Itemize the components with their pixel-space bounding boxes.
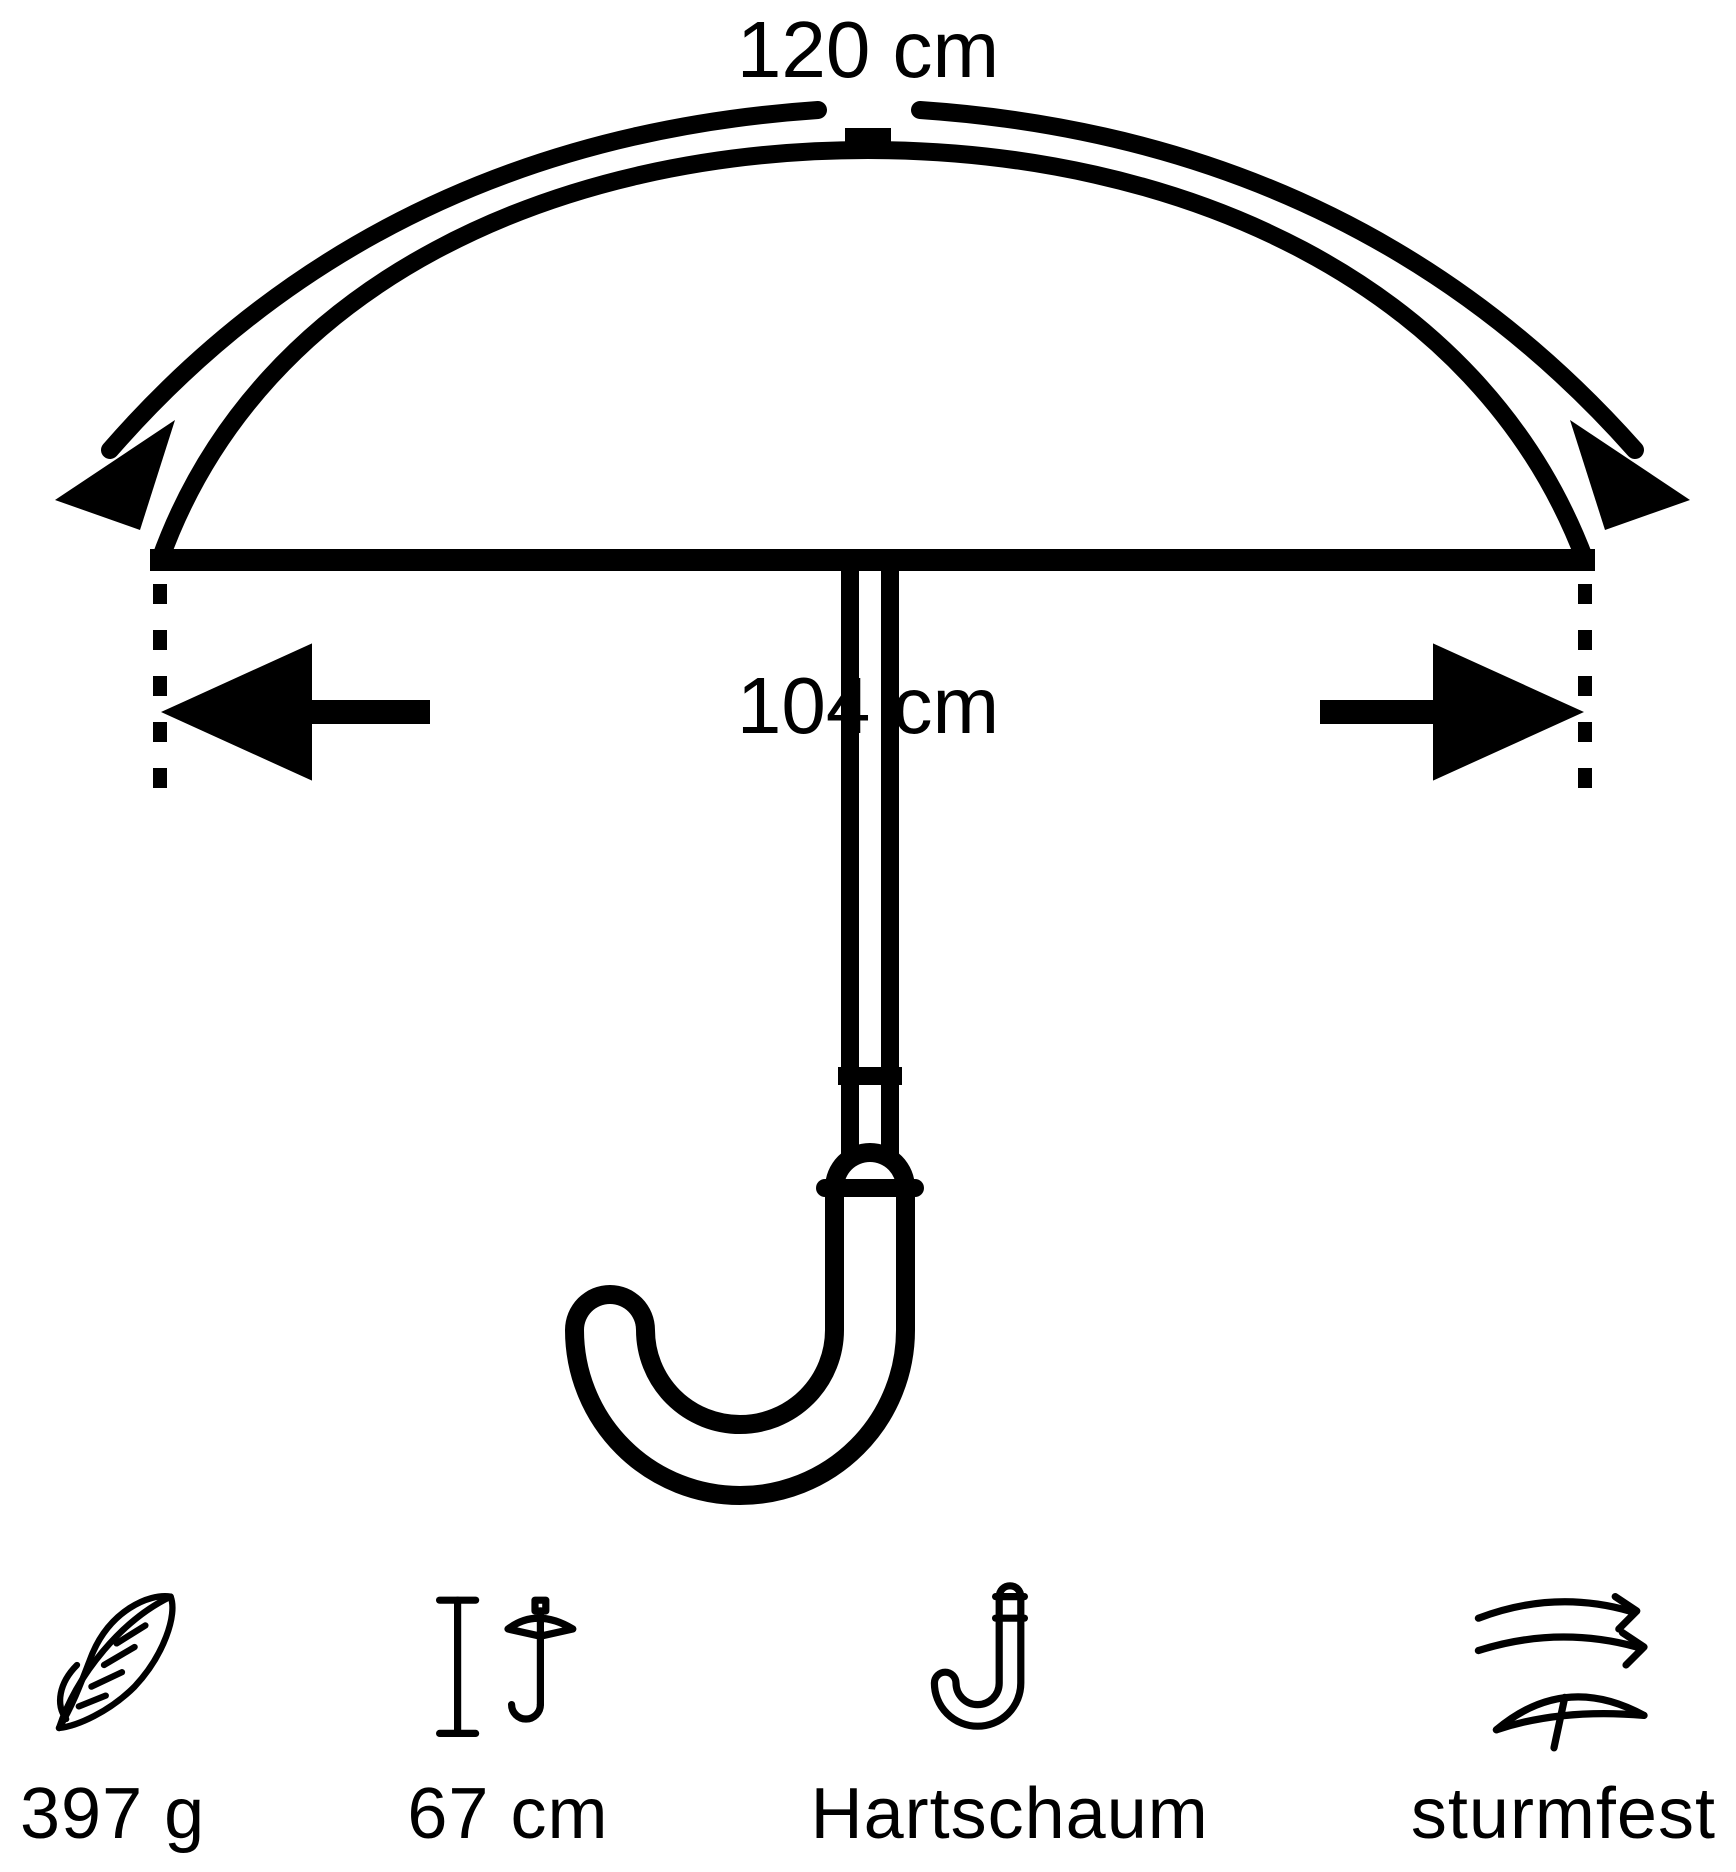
spec-weight-label: 397 g [20, 1773, 205, 1855]
spec-row: 397 g 67 cm [0, 1575, 1736, 1855]
handle-hook-icon [920, 1575, 1100, 1755]
spec-length-label: 67 cm [407, 1773, 608, 1855]
open-width-label: 104 cm [0, 660, 1736, 752]
umbrella-handle [610, 1188, 915, 1460]
spec-weight: 397 g [20, 1575, 205, 1855]
feather-icon [23, 1575, 203, 1755]
arc-span-value: 120 cm [737, 5, 999, 94]
arc-span-label: 120 cm [0, 4, 1736, 96]
umbrella-canopy [150, 150, 1595, 560]
umbrella-tip [845, 128, 891, 154]
umbrella-shaft [838, 562, 902, 1190]
spec-storm-label: sturmfest [1411, 1773, 1716, 1855]
open-width-value: 104 cm [737, 661, 999, 750]
spec-handle-label: Hartschaum [811, 1773, 1209, 1855]
closed-length-icon [418, 1575, 598, 1755]
wind-icon [1463, 1575, 1663, 1755]
spec-handle-material: Hartschaum [811, 1575, 1209, 1855]
spec-stormproof: sturmfest [1411, 1575, 1716, 1855]
spec-length: 67 cm [407, 1575, 608, 1855]
umbrella-diagram [0, 0, 1736, 1560]
arc-span-indicator [110, 110, 1635, 450]
